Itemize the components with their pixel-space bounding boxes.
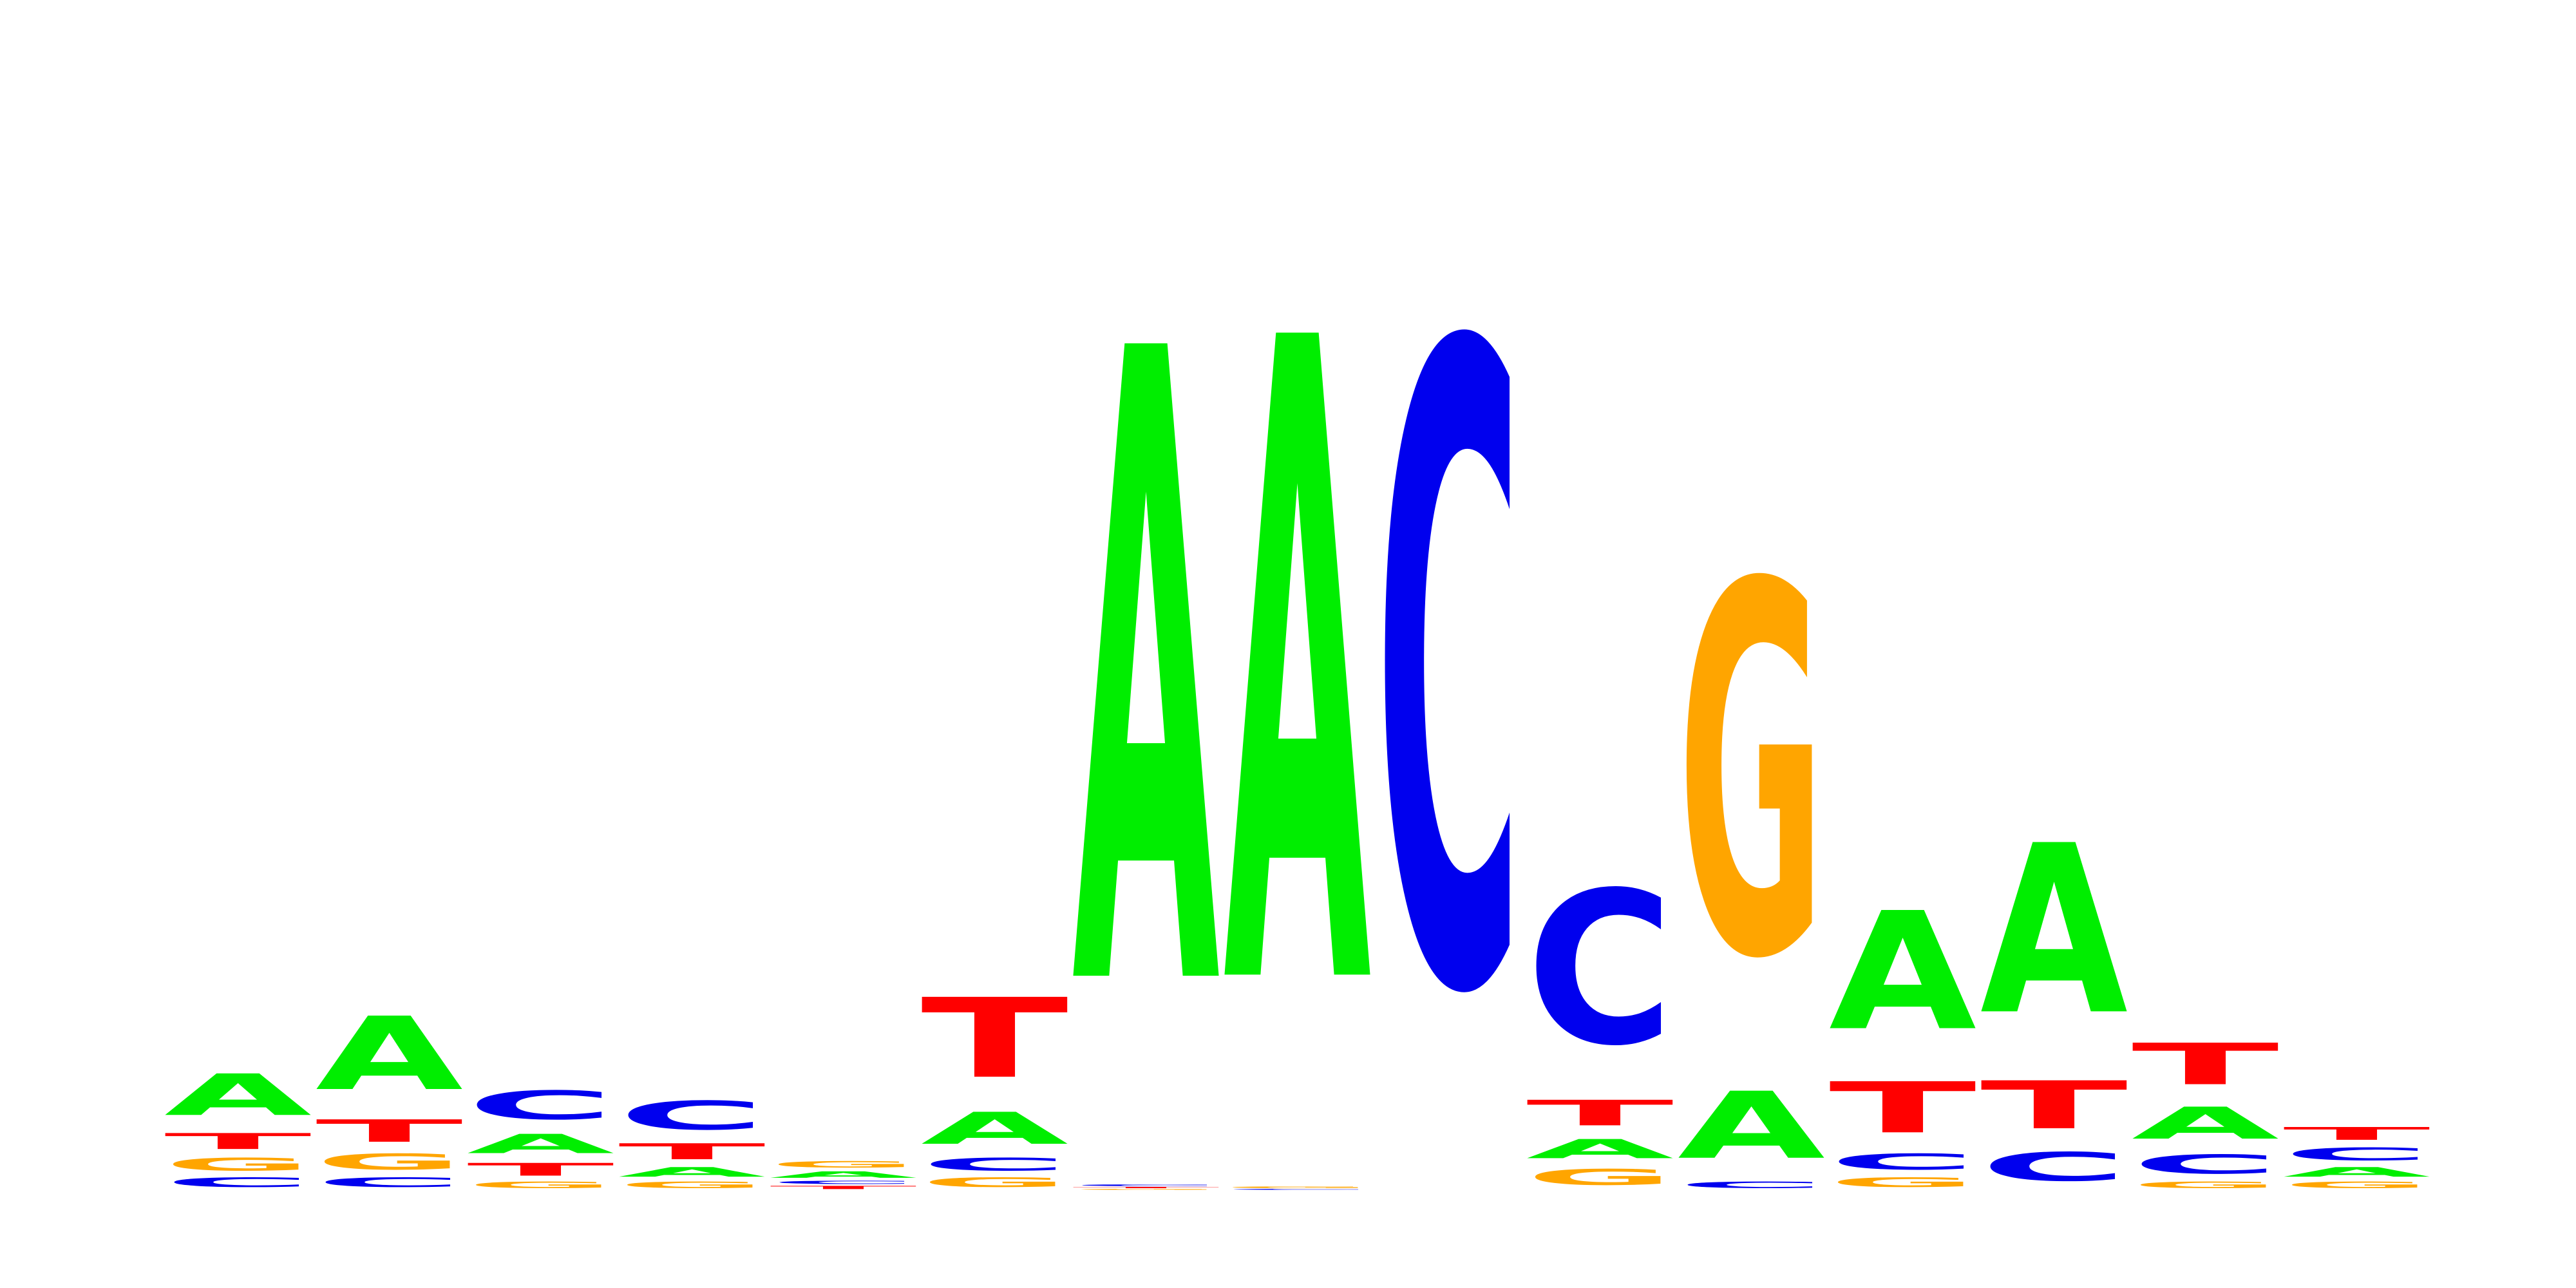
letter-a: A bbox=[770, 1170, 917, 1180]
letter-a: A bbox=[467, 1129, 614, 1160]
letter-g: G bbox=[164, 1154, 312, 1175]
letter-c: C bbox=[164, 1175, 312, 1190]
logo-column-8: CGA bbox=[1224, 158, 1372, 1190]
letter-g: G bbox=[1224, 1186, 1371, 1189]
letter-a: A bbox=[1072, 171, 1221, 1180]
letter-a: A bbox=[618, 1164, 766, 1180]
letter-g: G bbox=[1526, 1164, 1674, 1190]
letter-c: C bbox=[770, 1180, 917, 1185]
letter-a: A bbox=[164, 1062, 312, 1128]
letter-t: T bbox=[1526, 1093, 1674, 1133]
logo-column-7: GTC A bbox=[1072, 171, 1221, 1190]
letter-t: T bbox=[467, 1159, 614, 1180]
letter-a: A bbox=[2283, 1164, 2430, 1180]
letter-t: T bbox=[770, 1185, 917, 1190]
letter-g: G bbox=[316, 1149, 463, 1175]
letter-c: C bbox=[1224, 1189, 1371, 1190]
letter-c: C bbox=[316, 1175, 463, 1190]
letter-c: C bbox=[1526, 848, 1674, 1092]
letter-a: A bbox=[1526, 1134, 1674, 1165]
letter-a: A bbox=[921, 1103, 1068, 1154]
letter-g: G bbox=[921, 1175, 1068, 1190]
letter-t: T bbox=[2283, 1124, 2430, 1144]
letter-g: G bbox=[467, 1180, 614, 1190]
letter-t: T bbox=[618, 1139, 766, 1164]
logo-column-11: CAG bbox=[1678, 478, 1825, 1190]
letter-t: T bbox=[2132, 1031, 2279, 1097]
letter-t: T bbox=[316, 1113, 463, 1150]
letter-c: C bbox=[467, 1083, 614, 1128]
letter-t: T bbox=[1980, 1067, 2128, 1144]
logo-column-9: C bbox=[1375, 167, 1522, 1187]
letter-a: A bbox=[1829, 878, 1978, 1066]
letter-c: C bbox=[1980, 1144, 2128, 1190]
letter-c: C bbox=[1829, 1150, 1976, 1175]
letter-t: T bbox=[1072, 1186, 1220, 1188]
letter-t: T bbox=[1829, 1067, 1976, 1149]
letter-g: G bbox=[1072, 1189, 1220, 1190]
letter-c: C bbox=[2132, 1149, 2279, 1180]
letter-g: G bbox=[2283, 1180, 2430, 1190]
letter-a: A bbox=[1224, 158, 1372, 1183]
letter-g: G bbox=[2132, 1180, 2279, 1190]
letter-t: T bbox=[164, 1129, 312, 1154]
letter-c: C bbox=[1072, 1184, 1220, 1186]
letter-c: C bbox=[2283, 1144, 2430, 1164]
letter-c: C bbox=[921, 1154, 1068, 1175]
letter-c: C bbox=[1678, 1180, 1825, 1190]
logo-column-13: CTA bbox=[1980, 796, 2129, 1190]
letter-a: A bbox=[1678, 1072, 1825, 1180]
letter-g: G bbox=[1829, 1175, 1976, 1190]
letter-a: A bbox=[1980, 796, 2129, 1066]
letter-c: C bbox=[618, 1093, 766, 1139]
letter-t: T bbox=[921, 975, 1070, 1103]
letter-g: G bbox=[1678, 478, 1825, 1070]
letter-g: G bbox=[618, 1180, 766, 1190]
letter-a: A bbox=[2132, 1098, 2279, 1149]
letter-g: G bbox=[770, 1159, 917, 1170]
letter-c: C bbox=[1375, 167, 1522, 1187]
letter-a: A bbox=[316, 996, 463, 1113]
